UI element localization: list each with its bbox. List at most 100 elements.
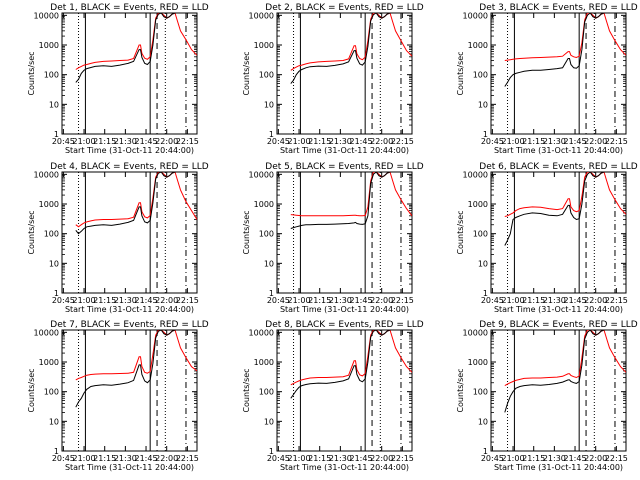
x-tick-label: 21:45 xyxy=(563,137,586,146)
panel-det-9: Det 9, BLACK = Events, RED = LLD 1 10 100 10… xyxy=(456,320,638,472)
plot-frame xyxy=(61,171,198,294)
plot-frame xyxy=(61,12,198,135)
x-axis-label: Start Time (31-Oct-11 20:44:00) xyxy=(280,146,409,155)
x-tick-label: 21:30 xyxy=(543,137,566,146)
x-tick-label: 20:45 xyxy=(481,454,504,463)
x-axis-label: Start Time (31-Oct-11 20:44:00) xyxy=(280,463,409,472)
panel-title: Det 1, BLACK = Events, RED = LLD xyxy=(50,3,209,13)
events-series-line xyxy=(290,172,412,229)
panel-title: Det 6, BLACK = Events, RED = LLD xyxy=(479,162,638,172)
panel-det-3: Det 3, BLACK = Events, RED = LLD 1 10 100 10… xyxy=(456,3,638,155)
panel-det-8: Det 8, BLACK = Events, RED = LLD 1 10 100 10… xyxy=(242,320,424,472)
plot-area xyxy=(75,172,197,293)
panel-title: Det 2, BLACK = Events, RED = LLD xyxy=(265,3,424,13)
y-axis-label: Counts/sec xyxy=(242,51,251,95)
x-tick-label: 21:45 xyxy=(134,137,157,146)
x-tick-label: 21:15 xyxy=(522,454,545,463)
y-axis-label: Counts/sec xyxy=(456,210,465,254)
lld-series-line xyxy=(290,13,412,71)
x-axis-label: Start Time (31-Oct-11 20:44:00) xyxy=(494,146,623,155)
plot-frame xyxy=(276,171,413,294)
x-tick-label: 21:30 xyxy=(329,137,352,146)
y-tick-label: 1000 xyxy=(254,41,274,50)
y-tick-label: 100 xyxy=(259,230,274,239)
x-tick-label: 20:45 xyxy=(267,296,290,305)
panel-det-4: Det 4, BLACK = Events, RED = LLD 1 10 100 10… xyxy=(27,162,209,314)
x-tick-label: 21:00 xyxy=(288,137,311,146)
y-tick-label: 10000 xyxy=(34,328,59,337)
x-tick-label: 20:45 xyxy=(52,454,75,463)
x-tick-label: 21:45 xyxy=(349,137,372,146)
x-tick-label: 22:15 xyxy=(176,454,199,463)
y-tick-label: 10000 xyxy=(249,11,274,20)
y-tick-label: 1000 xyxy=(39,358,59,367)
y-tick-label: 1000 xyxy=(254,200,274,209)
y-tick-label: 100 xyxy=(44,388,59,397)
x-axis-label: Start Time (31-Oct-11 20:44:00) xyxy=(494,305,623,314)
y-tick-label: 1000 xyxy=(39,41,59,50)
y-tick-label: 10 xyxy=(478,417,488,426)
y-tick-label: 10000 xyxy=(463,11,488,20)
y-tick-label: 100 xyxy=(44,230,59,239)
panel-title: Det 9, BLACK = Events, RED = LLD xyxy=(479,320,638,330)
x-tick-label: 22:00 xyxy=(155,296,178,305)
y-tick-label: 10000 xyxy=(249,328,274,337)
y-tick-label: 10 xyxy=(49,417,59,426)
panel-det-7: Det 7, BLACK = Events, RED = LLD 1 10 100 10… xyxy=(27,320,209,472)
events-series-line xyxy=(290,330,412,399)
x-tick-label: 21:00 xyxy=(288,454,311,463)
plot-frame xyxy=(61,329,198,452)
y-tick-label: 1 xyxy=(269,289,274,298)
lld-series-line xyxy=(290,172,412,217)
x-tick-label: 21:30 xyxy=(543,454,566,463)
y-tick-label: 100 xyxy=(259,71,274,80)
x-tick-label: 22:15 xyxy=(605,296,628,305)
x-tick-label: 21:00 xyxy=(502,454,525,463)
y-axis-label: Counts/sec xyxy=(242,368,251,412)
y-tick-label: 1 xyxy=(54,289,59,298)
x-tick-label: 22:00 xyxy=(584,137,607,146)
plot-area xyxy=(75,330,197,451)
y-axis-label: Counts/sec xyxy=(456,368,465,412)
events-series-line xyxy=(290,13,412,84)
y-tick-label: 10 xyxy=(49,100,59,109)
y-tick-label: 1 xyxy=(269,130,274,139)
x-tick-label: 20:45 xyxy=(52,137,75,146)
plot-area xyxy=(504,330,626,451)
plot-frame xyxy=(276,12,413,135)
y-tick-label: 10 xyxy=(49,259,59,268)
panel-title: Det 8, BLACK = Events, RED = LLD xyxy=(265,320,424,330)
plot-frame xyxy=(490,329,627,452)
y-tick-label: 100 xyxy=(259,388,274,397)
x-tick-label: 20:45 xyxy=(267,454,290,463)
x-tick-label: 22:15 xyxy=(176,296,199,305)
lld-series-line xyxy=(290,330,412,386)
x-tick-label: 21:30 xyxy=(543,296,566,305)
plot-area xyxy=(504,172,626,293)
panel-title: Det 5, BLACK = Events, RED = LLD xyxy=(265,162,424,172)
x-tick-label: 21:15 xyxy=(93,454,116,463)
panel-title: Det 7, BLACK = Events, RED = LLD xyxy=(50,320,209,330)
y-tick-label: 10 xyxy=(264,100,274,109)
x-tick-label: 22:00 xyxy=(370,454,393,463)
y-tick-label: 1 xyxy=(54,447,59,456)
lld-series-line xyxy=(504,13,626,61)
x-tick-label: 22:15 xyxy=(391,296,414,305)
x-tick-label: 22:00 xyxy=(584,296,607,305)
y-tick-label: 10 xyxy=(478,100,488,109)
x-axis-label: Start Time (31-Oct-11 20:44:00) xyxy=(65,463,194,472)
x-axis-label: Start Time (31-Oct-11 20:44:00) xyxy=(65,146,194,155)
y-tick-label: 10 xyxy=(478,259,488,268)
events-series-line xyxy=(75,172,197,235)
x-tick-label: 22:00 xyxy=(155,137,178,146)
panel-det-1: Det 1, BLACK = Events, RED = LLD 1 10 100 10… xyxy=(27,3,209,155)
panel-title: Det 3, BLACK = Events, RED = LLD xyxy=(479,3,638,13)
lld-series-line xyxy=(504,330,626,387)
panel-det-5: Det 5, BLACK = Events, RED = LLD 1 10 100 10… xyxy=(242,162,424,314)
x-axis-label: Start Time (31-Oct-11 20:44:00) xyxy=(494,463,623,472)
x-tick-label: 22:15 xyxy=(605,454,628,463)
x-tick-label: 22:00 xyxy=(370,137,393,146)
y-axis-label: Counts/sec xyxy=(242,210,251,254)
y-tick-label: 1000 xyxy=(254,358,274,367)
y-tick-label: 1 xyxy=(269,447,274,456)
